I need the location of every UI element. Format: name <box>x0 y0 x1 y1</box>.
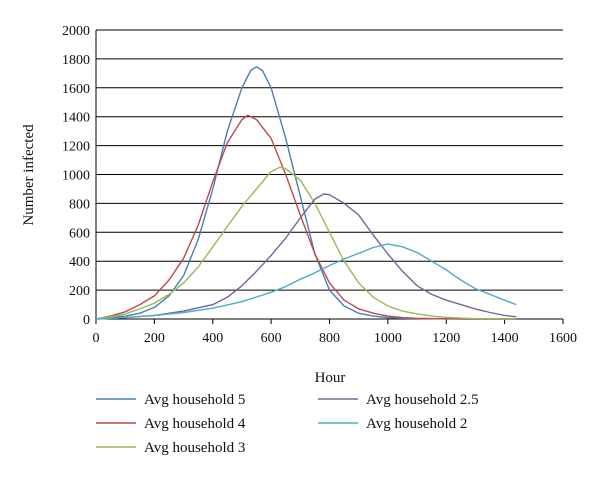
legend-item: Avg household 5 <box>96 392 245 408</box>
x-tick-label: 1400 <box>491 331 519 346</box>
legend-label: Avg household 2.5 <box>366 392 479 408</box>
legend-item: Avg household 2 <box>318 416 467 432</box>
series-line-5 <box>95 243 517 320</box>
grid-lines <box>95 29 563 320</box>
x-tick-label: 1200 <box>432 331 460 346</box>
y-tick-label: 200 <box>69 284 90 299</box>
x-tick-label: 800 <box>319 331 340 346</box>
legend-item: Avg household 3 <box>96 440 245 456</box>
y-tick-label: 1000 <box>62 169 90 184</box>
legend-label: Avg household 5 <box>144 392 245 408</box>
y-tick-label: 400 <box>69 255 90 270</box>
x-tick-label: 200 <box>144 331 165 346</box>
x-tick-label: 600 <box>261 331 282 346</box>
x-axis-title: Hour <box>315 370 346 386</box>
legend-label: Avg household 2 <box>366 416 467 432</box>
series-line-3 <box>95 166 517 320</box>
y-tick-label: 1400 <box>62 111 90 126</box>
y-axis-title: Number infected <box>21 124 37 226</box>
y-tick-label: 800 <box>69 197 90 212</box>
y-tick-label: 600 <box>69 226 90 241</box>
y-tick-label: 1200 <box>62 140 90 155</box>
legend-item: Avg household 2.5 <box>318 392 479 408</box>
y-tick-label: 1800 <box>62 53 90 68</box>
legend: Avg household 5 Avg household 4 Avg househ… <box>96 392 479 456</box>
legend-item: Avg household 4 <box>96 416 246 432</box>
series-line-2 <box>95 114 517 320</box>
series-line-1 <box>95 66 517 320</box>
series-lines <box>95 66 517 320</box>
y-tick-label: 1600 <box>62 82 90 97</box>
series-line-4 <box>95 193 517 320</box>
x-tick-label: 400 <box>202 331 223 346</box>
x-axis-ticks: 0 200 400 600 800 1000 1200 1400 1600 <box>93 319 577 346</box>
x-tick-label: 1600 <box>549 331 577 346</box>
legend-label: Avg household 3 <box>144 440 245 456</box>
x-tick-label: 1000 <box>374 331 402 346</box>
x-tick-label: 0 <box>93 331 100 346</box>
legend-label: Avg household 4 <box>144 416 246 432</box>
y-axis-ticks: 0 200 400 600 800 1000 1200 1400 1600 1800 2000 <box>62 24 90 328</box>
y-tick-label: 0 <box>83 313 90 328</box>
y-tick-label: 2000 <box>62 24 90 39</box>
